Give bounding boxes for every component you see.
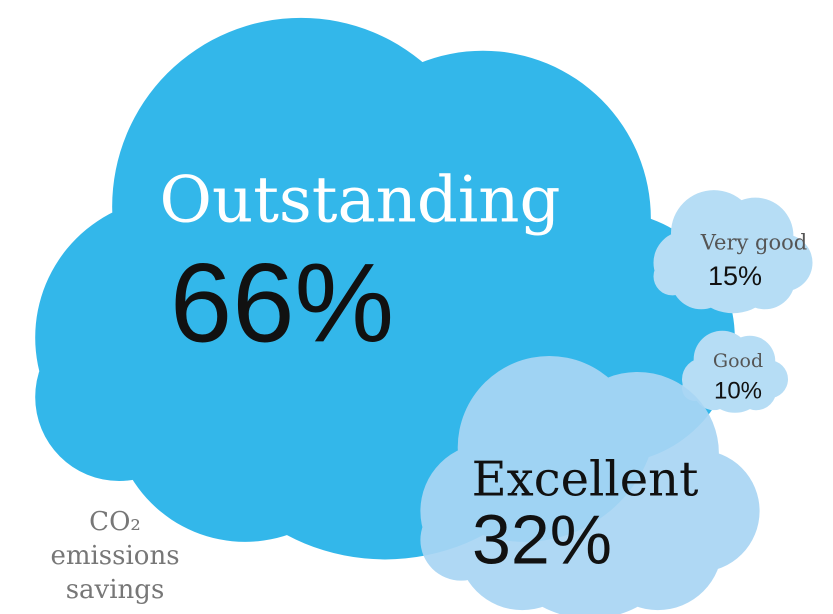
category-label: Good (713, 350, 763, 372)
value-label: 32% (472, 500, 612, 578)
value-label: 66% (170, 241, 394, 366)
cloud (653, 190, 813, 314)
category-label: Very good (700, 231, 807, 255)
value-label: 15% (708, 261, 762, 291)
note: CO₂ emissions savings (50, 507, 180, 605)
cloud (420, 356, 760, 614)
category-label: Outstanding (160, 164, 561, 238)
cloud (682, 330, 788, 413)
value-label: 10% (714, 377, 762, 404)
category-label: Excellent (472, 452, 699, 508)
